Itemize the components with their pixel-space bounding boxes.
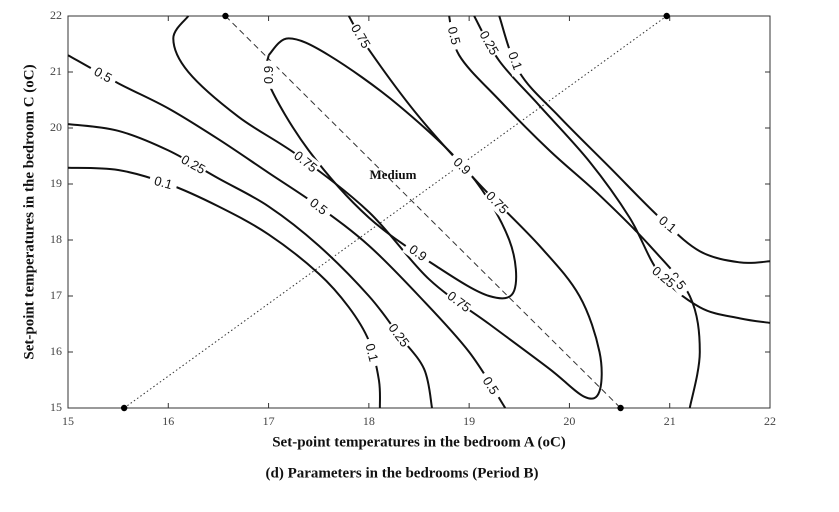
contour-label-bg xyxy=(302,191,335,222)
contour-label-bg xyxy=(360,337,384,369)
contour-line xyxy=(67,166,382,409)
annotation: Medium xyxy=(370,167,417,182)
y-tick-label: 20 xyxy=(50,120,62,134)
contour-line xyxy=(498,15,771,264)
contour-label-bg xyxy=(647,261,680,293)
plot-frame xyxy=(67,15,771,409)
end-point xyxy=(222,12,229,20)
contour-line xyxy=(67,54,507,409)
x-tick-label: 15 xyxy=(62,414,74,428)
contour-label-bg xyxy=(446,150,478,182)
reference-line xyxy=(123,15,667,409)
contour-label-group: 0.25 xyxy=(647,261,680,293)
contour-label: 0.5 xyxy=(445,25,464,46)
contour-label-bg xyxy=(384,319,414,352)
contour-label-bg xyxy=(147,171,179,195)
contour-label-group: 0.75 xyxy=(346,20,375,53)
contour-label-group: 0.9 xyxy=(260,60,277,89)
y-tick-label: 21 xyxy=(50,64,62,78)
contour-label-bg xyxy=(442,20,466,52)
contour-label-bg xyxy=(260,60,277,89)
caption: (d) Parameters in the bedrooms (Period B… xyxy=(265,465,538,481)
contour-label-bg xyxy=(177,150,210,179)
end-point xyxy=(120,404,128,412)
y-axis-label: Set-point temperatures in the bedroom C … xyxy=(21,64,37,359)
contour-label-group: 0.9 xyxy=(401,238,435,268)
x-tick-label: 22 xyxy=(764,414,776,428)
x-tick-label: 18 xyxy=(363,414,375,428)
contour-label-bg xyxy=(651,209,684,240)
contour-label-group: 0.5 xyxy=(86,60,120,89)
contour-label-bg xyxy=(289,146,322,177)
y-tick-label: 19 xyxy=(50,176,62,190)
contour-label-bg xyxy=(475,26,504,60)
contour-label-bg xyxy=(481,186,513,219)
x-tick-label: 20 xyxy=(563,414,575,428)
contour-label-group: 0.5 xyxy=(442,20,466,52)
x-tick-label: 16 xyxy=(162,414,174,428)
reference-line xyxy=(225,15,621,409)
contour-label-bg xyxy=(503,44,528,77)
contour-label-group: 0.5 xyxy=(476,369,506,402)
contour-label: 0.9 xyxy=(261,66,276,84)
end-point xyxy=(663,12,670,20)
x-tick-label: 19 xyxy=(463,414,475,428)
contour-line xyxy=(264,37,518,300)
contour-label-bg xyxy=(86,60,120,89)
contour-line xyxy=(473,15,771,324)
x-tick-label: 21 xyxy=(664,414,676,428)
contour-label-group: 0.1 xyxy=(503,44,528,77)
contour-label: 0.1 xyxy=(505,50,525,72)
contour-label: 0.1 xyxy=(153,173,174,192)
contour-label-group: 0.75 xyxy=(443,286,476,317)
contour-label-group: 0.5 xyxy=(302,191,335,222)
contour-label-group: 0.25 xyxy=(177,150,210,179)
contour-label-group: 0.1 xyxy=(360,337,384,369)
y-tick-label: 15 xyxy=(50,400,62,414)
contour-label-group: 0.1 xyxy=(147,171,179,195)
contour-label: 0.1 xyxy=(362,342,381,363)
x-axis-label: Set-point temperatures in the bedroom A … xyxy=(272,434,566,450)
contour-line xyxy=(67,123,434,409)
y-tick-label: 18 xyxy=(50,232,62,246)
y-tick-label: 22 xyxy=(50,8,62,22)
end-point xyxy=(617,404,624,412)
y-tick-label: 16 xyxy=(50,344,62,358)
contour-line xyxy=(172,15,603,400)
contour-label-bg xyxy=(401,238,435,268)
contour-label-group: 0.75 xyxy=(289,146,322,177)
contour-label-bg xyxy=(346,20,375,53)
y-tick-label: 17 xyxy=(50,288,62,302)
contour-label-bg xyxy=(443,286,476,317)
contour-label-bg xyxy=(476,369,506,402)
contour-line xyxy=(448,15,701,409)
contour-label-group: 0.25 xyxy=(475,26,504,60)
x-tick-label: 17 xyxy=(263,414,275,428)
